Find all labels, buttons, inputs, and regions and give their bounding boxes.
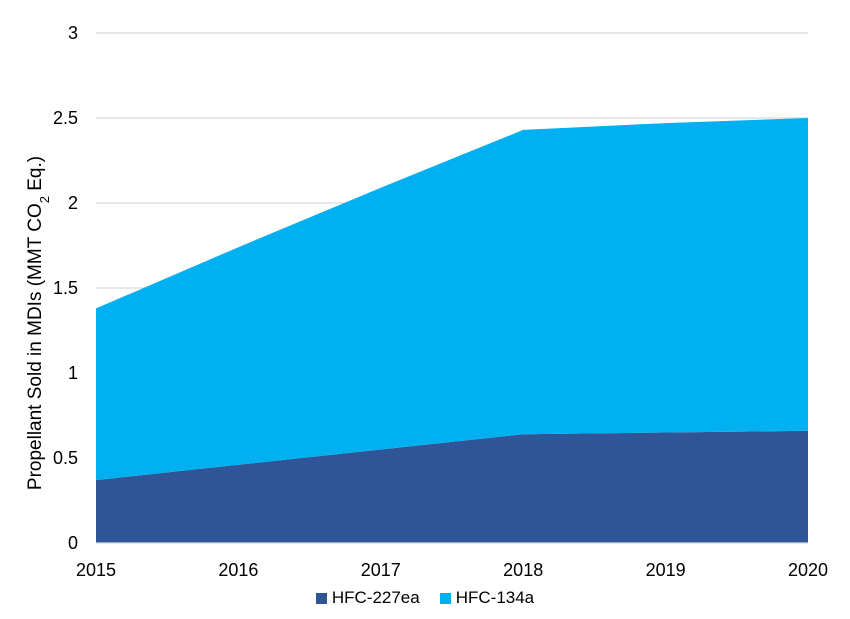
legend-item-hfc-227ea: HFC-227ea (315, 588, 420, 608)
y-axis-title-subscript: 2 (37, 196, 52, 203)
x-tick-label: 2019 (646, 560, 686, 580)
legend-item-hfc-134a: HFC-134a (439, 588, 535, 608)
x-tick-label: 2018 (503, 560, 543, 580)
y-tick-label: 3 (68, 23, 78, 43)
y-axis-title-suffix: Eq.) (25, 156, 46, 196)
legend-swatch-hfc-227ea (315, 592, 327, 604)
x-tick-label: 2020 (788, 560, 828, 580)
legend-label-hfc-134a: HFC-134a (455, 588, 535, 607)
y-tick-label: 2 (68, 193, 78, 213)
y-axis-title: Propellant Sold in MDIs (MMT CO2 Eq.) (25, 156, 52, 490)
y-tick-label: 0.5 (53, 448, 78, 468)
y-tick-labels: 0 0.5 1 1.5 2 2.5 3 (53, 23, 78, 553)
stacked-areas (96, 118, 808, 543)
y-tick-label: 2.5 (53, 108, 78, 128)
legend: HFC-227ea HFC-134a (0, 588, 850, 608)
area-series-hfc-134a (96, 118, 808, 481)
legend-label-hfc-227ea: HFC-227ea (331, 588, 420, 607)
y-tick-label: 1.5 (53, 278, 78, 298)
y-tick-label: 0 (68, 533, 78, 553)
x-tick-label: 2017 (361, 560, 401, 580)
legend-swatch-hfc-134a (439, 592, 451, 604)
area-series-hfc-227ea (96, 430, 808, 543)
x-tick-labels: 2015 2016 2017 2018 2019 2020 (76, 560, 828, 580)
y-tick-label: 1 (68, 363, 78, 383)
x-tick-label: 2016 (218, 560, 258, 580)
x-tick-label: 2015 (76, 560, 116, 580)
y-axis-title-main: Propellant Sold in MDIs (MMT CO (25, 203, 46, 490)
